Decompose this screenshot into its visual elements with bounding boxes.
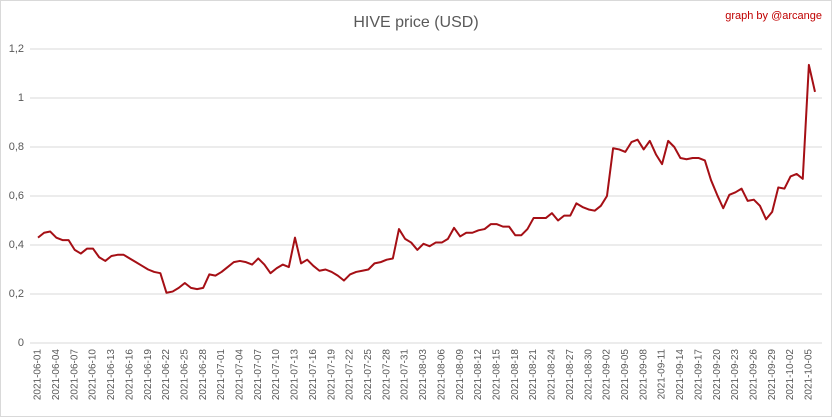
x-tick-label: 2021-08-30: [583, 349, 594, 401]
y-tick-label: 0,2: [9, 288, 24, 300]
x-tick-label: 2021-08-09: [455, 349, 466, 401]
y-tick-label: 0: [18, 337, 24, 349]
y-tick-label: 0,8: [9, 141, 24, 153]
x-tick-label: 2021-07-28: [381, 349, 392, 401]
annotation: graph by @arcange: [725, 10, 822, 22]
x-tick-label: 2021-06-19: [143, 349, 154, 401]
x-tick-label: 2021-07-16: [308, 349, 319, 401]
x-tick-label: 2021-09-20: [712, 349, 723, 401]
x-tick-label: 2021-08-27: [565, 349, 576, 401]
x-tick-label: 2021-06-22: [161, 349, 172, 401]
y-tick-label: 0,6: [9, 190, 24, 202]
x-tick-label: 2021-09-05: [620, 349, 631, 401]
x-tick-label: 2021-06-10: [88, 349, 99, 401]
x-tick-label: 2021-07-31: [400, 349, 411, 401]
y-tick-label: 1: [18, 92, 24, 104]
price-line: [37, 63, 816, 294]
x-tick-label: 2021-09-14: [675, 349, 686, 401]
x-tick-label: 2021-06-07: [69, 349, 80, 401]
x-tick-label: 2021-08-06: [436, 349, 447, 401]
x-tick-label: 2021-09-29: [767, 349, 778, 401]
x-tick-label: 2021-08-15: [491, 349, 502, 401]
x-tick-label: 2021-07-01: [216, 349, 227, 401]
x-tick-label: 2021-06-13: [106, 349, 117, 401]
x-tick-label: 2021-08-21: [528, 349, 539, 401]
x-tick-label: 2021-07-10: [271, 349, 282, 401]
x-tick-label: 2021-08-18: [510, 349, 521, 401]
y-tick-label: 1,2: [9, 43, 24, 55]
x-tick-label: 2021-07-13: [290, 349, 301, 401]
x-tick-label: 2021-06-25: [179, 349, 190, 401]
x-tick-label: 2021-07-07: [253, 349, 264, 401]
x-tick-label: 2021-07-22: [345, 349, 356, 401]
y-tick-label: 0,4: [9, 239, 24, 251]
x-tick-label: 2021-08-12: [473, 349, 484, 401]
x-tick-label: 2021-09-02: [602, 349, 613, 401]
x-tick-label: 2021-06-01: [33, 349, 44, 401]
chart-title: HIVE price (USD): [353, 14, 478, 31]
x-tick-label: 2021-10-02: [785, 349, 796, 401]
x-tick-label: 2021-07-04: [235, 349, 246, 401]
x-tick-label: 2021-09-26: [748, 349, 759, 401]
x-tick-label: 2021-09-11: [657, 349, 668, 400]
x-tick-label: 2021-07-19: [326, 349, 337, 401]
x-tick-label: 2021-06-16: [124, 349, 135, 401]
x-tick-label: 2021-06-28: [198, 349, 209, 401]
x-tick-label: 2021-07-25: [363, 349, 374, 401]
x-tick-label: 2021-06-04: [51, 349, 62, 401]
x-tick-label: 2021-08-03: [418, 349, 429, 401]
x-tick-label: 2021-09-23: [730, 349, 741, 401]
x-tick-label: 2021-08-24: [547, 349, 558, 401]
x-tick-label: 2021-10-05: [804, 349, 815, 401]
x-tick-label: 2021-09-08: [638, 349, 649, 401]
x-tick-label: 2021-09-17: [693, 349, 704, 401]
